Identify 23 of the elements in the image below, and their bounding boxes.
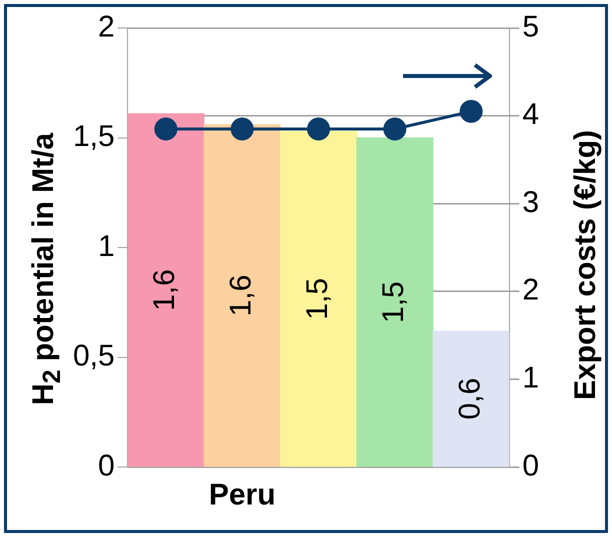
y2-tick-label: 2 [522, 274, 540, 307]
y-tick-label: 0 [98, 449, 115, 482]
y-tick-label: 1,5 [72, 120, 115, 154]
data-label: 1,5 [300, 278, 334, 320]
y-tick-label: 0,5 [72, 340, 115, 373]
data-label: 0,6 [453, 378, 486, 420]
y-tick-label: 2 [98, 10, 115, 44]
y2-tick-label: 1 [522, 361, 540, 394]
y2-tick-label: 5 [522, 10, 540, 44]
bar [356, 137, 434, 467]
x-tick-label: Peru [208, 478, 276, 512]
data-label: 1,6 [148, 269, 182, 311]
bar [204, 124, 281, 467]
data-label: 1,6 [224, 274, 258, 316]
bar [432, 330, 510, 467]
y2-tick-label: 4 [522, 98, 540, 132]
bar [128, 113, 204, 467]
y2-tick-label: 3 [522, 186, 540, 219]
y-tick-label: 1 [98, 230, 115, 263]
bar [280, 130, 357, 467]
data-label: 1,5 [377, 281, 410, 323]
y2-axis-title: Export costs (€/kg) [569, 128, 603, 402]
y2-tick-label: 0 [522, 449, 540, 482]
